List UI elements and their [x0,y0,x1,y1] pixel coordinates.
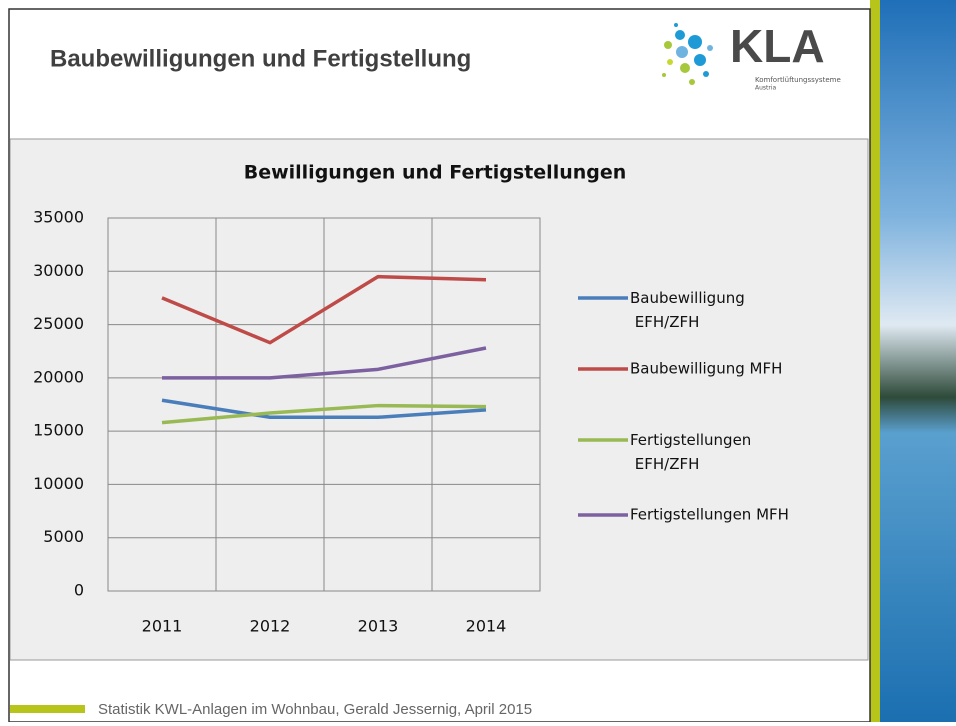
y-tick-label: 5000 [43,527,84,546]
x-tick-label: 2014 [466,617,507,636]
accent-bar [870,0,880,722]
logo-country: Austria [755,85,777,92]
x-tick-label: 2012 [250,617,291,636]
legend-label: Baubewilligung EFH/ZFH [630,289,745,331]
legend-label: Fertigstellungen EFH/ZFH [630,431,751,473]
footer-bar [10,705,85,713]
legend-label: Baubewilligung MFH [630,360,782,378]
logo-tagline: Komfortlüftungssysteme [755,76,841,84]
y-tick-label: 30000 [33,261,84,280]
logo: KLA Komfortlüftungssysteme Austria [662,20,841,92]
x-tick-label: 2013 [358,617,399,636]
y-tick-label: 10000 [33,474,84,493]
y-tick-label: 35000 [33,208,84,227]
y-tick-label: 25000 [33,314,84,333]
landscape-image [880,0,956,722]
x-tick-label: 2011 [142,617,183,636]
y-tick-label: 0 [74,581,84,600]
slide-title: Baubewilligungen und Fertigstellung [50,45,471,72]
logo-text: KLA [730,20,825,72]
chart-title: Bewilligungen und Fertigstellungen [244,162,627,184]
y-tick-label: 15000 [33,421,84,440]
chart-area [9,138,869,661]
y-tick-label: 20000 [33,367,84,386]
legend-label: Fertigstellungen MFH [630,506,789,524]
series-line [162,346,487,380]
series-line [161,274,487,345]
footer: Statistik KWL-Anlagen im Wohnbau, Gerald… [98,701,532,718]
series-line [161,398,487,420]
series-line [161,403,487,425]
